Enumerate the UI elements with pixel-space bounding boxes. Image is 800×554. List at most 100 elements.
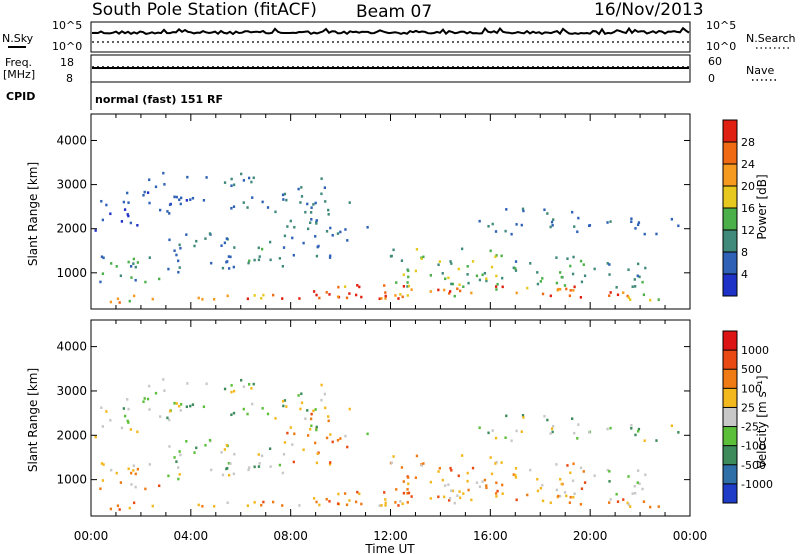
power-cell [230, 177, 233, 181]
velocity-cell [501, 483, 504, 487]
velocity-cell [579, 466, 583, 470]
power-cell [429, 274, 433, 277]
velocity-cell [383, 491, 386, 494]
power-cell [634, 285, 637, 288]
time-axis-label: Time UT [364, 542, 415, 554]
power-cell [406, 281, 409, 284]
power-cell [260, 247, 264, 251]
velocity-cell [178, 404, 181, 408]
velocity-cell [642, 500, 646, 503]
power-cell [390, 254, 393, 258]
velocity-cell [109, 418, 112, 422]
colorbar-segment [723, 208, 737, 231]
power-cell [483, 271, 487, 275]
velocity-cell [378, 504, 381, 507]
velocity-cell [521, 414, 525, 417]
power-cell [608, 273, 611, 276]
power-cell [127, 201, 130, 204]
velocity-cell [318, 503, 321, 507]
power-cell [485, 279, 488, 283]
velocity-cell [136, 467, 140, 471]
velocity-cell [494, 492, 498, 495]
power-cell [448, 290, 452, 293]
velocity-colorbar-tick-label: -100 [741, 440, 766, 453]
velocity-cell [233, 452, 236, 456]
power-cell [629, 298, 632, 302]
power-cell [232, 183, 236, 187]
power-cell [315, 219, 318, 222]
power-cell [514, 269, 518, 272]
velocity-cell [566, 464, 569, 467]
colorbar-segment [723, 464, 737, 485]
power-cell [202, 199, 206, 202]
velocity-cell [415, 454, 419, 458]
power-cell [577, 216, 580, 220]
colorbar-segment [723, 230, 737, 253]
power-cell [402, 273, 405, 277]
velocity-cell [208, 438, 212, 442]
ytick-label: 3000 [56, 178, 87, 192]
velocity-cell [466, 479, 469, 483]
velocity-cell [489, 456, 492, 459]
velocity-cell [186, 382, 189, 385]
power-cell [579, 296, 583, 299]
velocity-cell [655, 439, 658, 442]
velocity-cell [272, 500, 275, 504]
velocity-cell [522, 416, 525, 419]
power-cell [281, 264, 285, 268]
velocity-cell [162, 378, 165, 381]
power-cell [627, 268, 630, 272]
colorbar-segment [723, 426, 737, 447]
power-cell [627, 296, 631, 300]
velocity-cell [543, 414, 546, 418]
power-cell [118, 301, 121, 304]
xtick-label: 12:00 [373, 529, 408, 543]
velocity-colorbar-tick-label: 1000 [741, 344, 769, 357]
power-cell [158, 277, 161, 281]
ytick-label: 2000 [56, 428, 87, 442]
power-cell [641, 280, 644, 284]
power-cell [126, 213, 129, 216]
power-cell [195, 239, 198, 243]
power-cell [233, 246, 236, 249]
power-cell [546, 212, 549, 215]
power-cell [163, 183, 166, 186]
velocity-cell [202, 405, 206, 409]
velocity-cell [337, 492, 340, 496]
velocity-cell [258, 462, 261, 465]
velocity-cell [500, 461, 503, 464]
velocity-cell [572, 462, 575, 466]
power-cell [407, 269, 410, 273]
velocity-cell [300, 392, 303, 396]
power-cell [407, 275, 410, 279]
velocity-cell [314, 441, 317, 445]
power-cell [420, 257, 423, 260]
power-cell [144, 280, 147, 284]
velocity-cell [399, 500, 402, 503]
power-cell [143, 190, 146, 194]
velocity-cell [339, 437, 342, 440]
velocity-cell [248, 383, 251, 386]
velocity-cell [291, 443, 294, 446]
power-cell [123, 208, 127, 211]
velocity-cell [429, 480, 433, 484]
velocity-cell [185, 439, 188, 443]
power-cell [459, 289, 462, 293]
velocity-cell [643, 439, 646, 443]
velocity-cell [448, 499, 451, 502]
velocity-cell [443, 495, 446, 499]
power-cell [643, 232, 646, 236]
velocity-cell [166, 416, 169, 420]
power-cell [356, 283, 359, 287]
velocity-cell [178, 450, 181, 453]
velocity-cell [134, 485, 137, 489]
velocity-cell [569, 471, 572, 475]
power-colorbar-tick-label: 8 [741, 246, 748, 259]
velocity-cell [450, 489, 453, 493]
power-cell [325, 291, 328, 294]
power-cell [148, 256, 151, 259]
power-cell [437, 288, 440, 292]
velocity-cell [225, 443, 228, 447]
power-cell [109, 212, 112, 216]
velocity-cell [306, 409, 309, 412]
